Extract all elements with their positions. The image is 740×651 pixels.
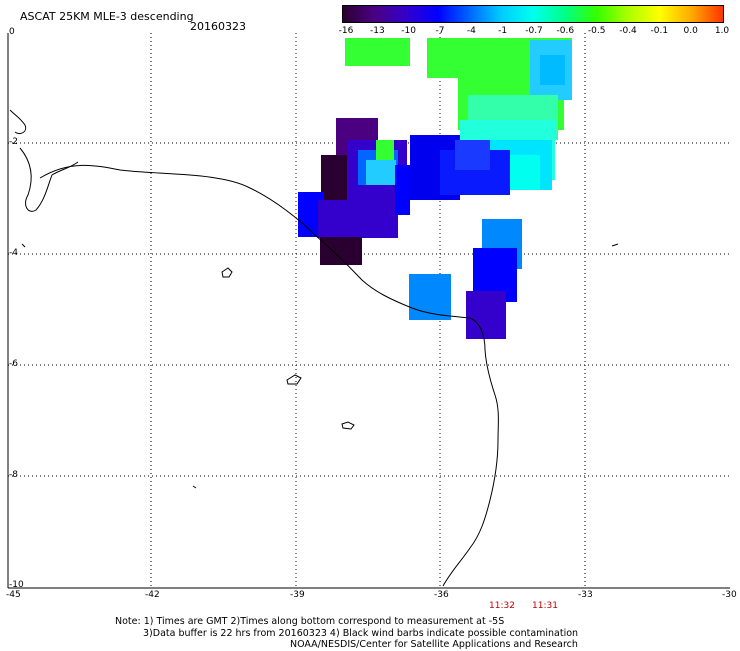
note-line-2: 3)Data buffer is 22 hrs from 20160323 4)… bbox=[143, 628, 579, 639]
data-cell bbox=[320, 237, 362, 265]
colorbar-label: 0.0 bbox=[683, 26, 698, 36]
data-cell bbox=[318, 200, 398, 238]
y-tick: 0 bbox=[9, 27, 15, 37]
colorbar-label: -10 bbox=[401, 26, 417, 36]
data-cell bbox=[376, 140, 394, 162]
y-tick: -4 bbox=[9, 248, 18, 258]
data-cell bbox=[345, 38, 410, 66]
x-tick: -42 bbox=[145, 590, 160, 600]
y-tick: -2 bbox=[9, 137, 18, 147]
note-line-1: Note: 1) Times are GMT 2)Times along bot… bbox=[115, 616, 505, 627]
x-tick: -36 bbox=[434, 590, 449, 600]
colorbar-label: -0.4 bbox=[619, 26, 637, 36]
time-label: 11:32 bbox=[489, 601, 515, 611]
colorbar-label: -13 bbox=[369, 26, 385, 36]
data-cell bbox=[455, 140, 490, 170]
x-tick: -33 bbox=[578, 590, 593, 600]
data-cell bbox=[321, 155, 349, 200]
y-tick: -6 bbox=[9, 359, 18, 369]
y-tick: -10 bbox=[9, 580, 24, 590]
colorbar-label: -0.5 bbox=[587, 26, 606, 36]
colorbar-label: 1.0 bbox=[714, 26, 730, 36]
colorbar bbox=[342, 5, 724, 23]
time-label: 11:31 bbox=[532, 601, 558, 611]
colorbar-label: -4 bbox=[466, 26, 476, 36]
data-cell bbox=[366, 160, 396, 185]
data-cell bbox=[409, 274, 451, 320]
map-frame bbox=[7, 33, 730, 589]
colorbar-label: -0.7 bbox=[525, 26, 543, 36]
colorbar-label: -16 bbox=[338, 26, 354, 36]
x-tick: -39 bbox=[290, 590, 305, 600]
colorbar-label: -0.1 bbox=[650, 26, 669, 36]
data-cell bbox=[540, 55, 565, 85]
colorbar-label: -7 bbox=[435, 26, 445, 36]
y-tick: -8 bbox=[9, 470, 18, 480]
data-cell bbox=[466, 291, 506, 339]
colorbar-label: -0.6 bbox=[556, 26, 575, 36]
note-line-3: NOAA/NESDIS/Center for Satellite Applica… bbox=[290, 639, 578, 650]
chart-title: ASCAT 25KM MLE-3 descending bbox=[20, 10, 194, 23]
x-tick: -30 bbox=[722, 590, 737, 600]
colorbar-label: -1 bbox=[498, 26, 508, 36]
chart-date: 20160323 bbox=[190, 20, 246, 33]
coastline bbox=[9, 109, 619, 587]
lat-lon-grid bbox=[8, 33, 730, 588]
data-cell bbox=[395, 165, 410, 215]
data-swath bbox=[298, 38, 572, 339]
x-tick: -45 bbox=[6, 590, 21, 600]
